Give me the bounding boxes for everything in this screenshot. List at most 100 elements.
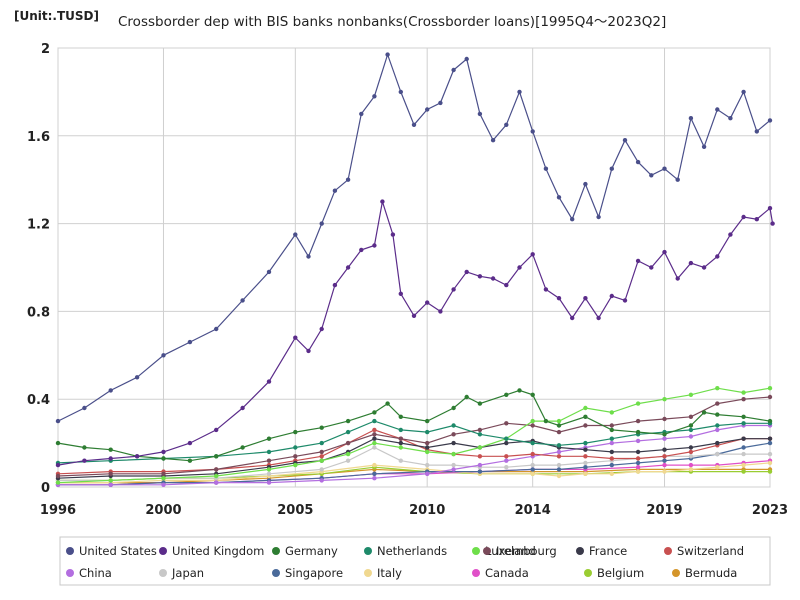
data-point-united-kingdom [490,276,496,281]
data-point-united-states [398,89,403,95]
data-point-singapore [767,440,773,446]
data-point-netherlands [715,423,720,428]
data-point-china [556,449,562,455]
legend-label-bermuda: Bermuda [685,566,737,580]
data-point-luxembourg [398,445,403,450]
data-point-germany [477,401,483,406]
data-point-singapore [477,469,483,474]
data-point-china [214,480,219,485]
series-ireland [55,394,773,479]
legend-label-germany: Germany [285,544,338,558]
data-point-singapore [741,445,746,450]
legend-label-singapore: Singapore [285,566,343,580]
data-point-japan [583,460,588,466]
data-point-germany [504,392,509,397]
x-tick-label: 2000 [145,503,181,518]
data-point-united-states [345,177,351,182]
data-point-germany [609,427,614,433]
data-point-united-kingdom [530,252,535,257]
data-point-ireland [108,471,113,476]
data-point-germany [556,423,562,428]
data-point-united-kingdom [754,217,759,222]
data-point-ireland [556,429,562,435]
data-point-italy [741,462,746,468]
data-point-ireland [319,449,324,455]
data-point-germany [464,394,469,400]
data-point-united-kingdom [635,258,641,264]
data-point-ireland [635,418,641,424]
data-point-japan [741,451,746,457]
data-point-united-kingdom [583,296,588,301]
data-point-italy [662,469,667,474]
data-point-united-states [464,56,469,62]
data-point-luxembourg [530,418,535,424]
legend-swatch-italy [364,569,372,577]
data-point-germany [767,418,773,424]
data-point-italy [767,460,773,466]
legend-item-luxembourg: Luxembourg [472,544,557,558]
data-point-luxembourg [477,445,483,450]
data-point-united-states [438,100,443,106]
data-point-united-kingdom [359,247,364,253]
data-point-japan [425,462,430,468]
data-point-luxembourg [662,397,667,402]
data-point-germany [240,445,245,450]
data-point-united-kingdom [504,282,509,288]
data-point-luxembourg [609,410,614,415]
data-point-ireland [266,458,272,463]
data-point-germany [82,445,87,450]
data-point-ireland [530,423,535,428]
legend-swatch-united-states [66,547,74,555]
x-tick-label: 2019 [646,503,682,518]
data-point-germany [187,458,193,463]
data-point-netherlands [319,440,324,446]
legend-label-united-states: United States [79,544,157,558]
data-point-united-kingdom [649,265,654,270]
data-point-germany [385,401,390,406]
legend-swatch-united-kingdom [159,547,167,555]
data-point-united-kingdom [214,427,219,433]
data-point-united-kingdom [688,260,694,266]
data-point-luxembourg [55,480,61,485]
data-point-united-kingdom [517,265,522,270]
data-point-germany [583,414,588,419]
data-point-united-states [728,116,733,121]
legend-item-netherlands: Netherlands [364,544,447,558]
plot-frame [57,47,771,488]
data-point-ireland [293,454,298,459]
data-point-netherlands [530,440,535,446]
data-point-united-kingdom [411,313,417,318]
data-point-japan [504,465,509,470]
plot-area: 0 0.4 0.8 1.2 1.6 2 1996 2000 2005 2010 2014 2019 20… [27,42,788,518]
data-point-united-kingdom [570,315,575,321]
data-point-netherlands [293,445,298,450]
data-point-germany [530,392,535,397]
data-point-germany [161,456,166,461]
data-point-china [504,458,509,463]
data-point-china [161,482,166,487]
data-point-china [662,436,667,441]
series-line-switzerland [57,429,770,475]
data-point-luxembourg [319,458,324,463]
legend-swatch-japan [159,569,167,577]
data-point-switzerland [583,454,588,459]
data-point-netherlands [609,436,614,441]
data-point-united-kingdom [477,274,483,279]
data-point-united-states [425,107,430,112]
data-point-germany [266,436,272,441]
data-point-luxembourg [266,467,272,472]
x-tick-label: 2010 [409,503,445,518]
legend-label-ireland: Ireland [496,544,536,558]
data-point-germany [398,414,403,419]
data-point-luxembourg [635,401,641,406]
series-line-united-kingdom [57,201,774,466]
data-point-united-kingdom [319,326,324,332]
y-tick-label: 0 [41,481,50,496]
data-point-netherlands [372,418,377,424]
data-point-japan [688,454,694,459]
data-point-united-kingdom [728,232,733,237]
data-point-germany [214,454,219,459]
legend-item-united-states: United States [66,544,157,558]
data-point-netherlands [425,429,430,435]
